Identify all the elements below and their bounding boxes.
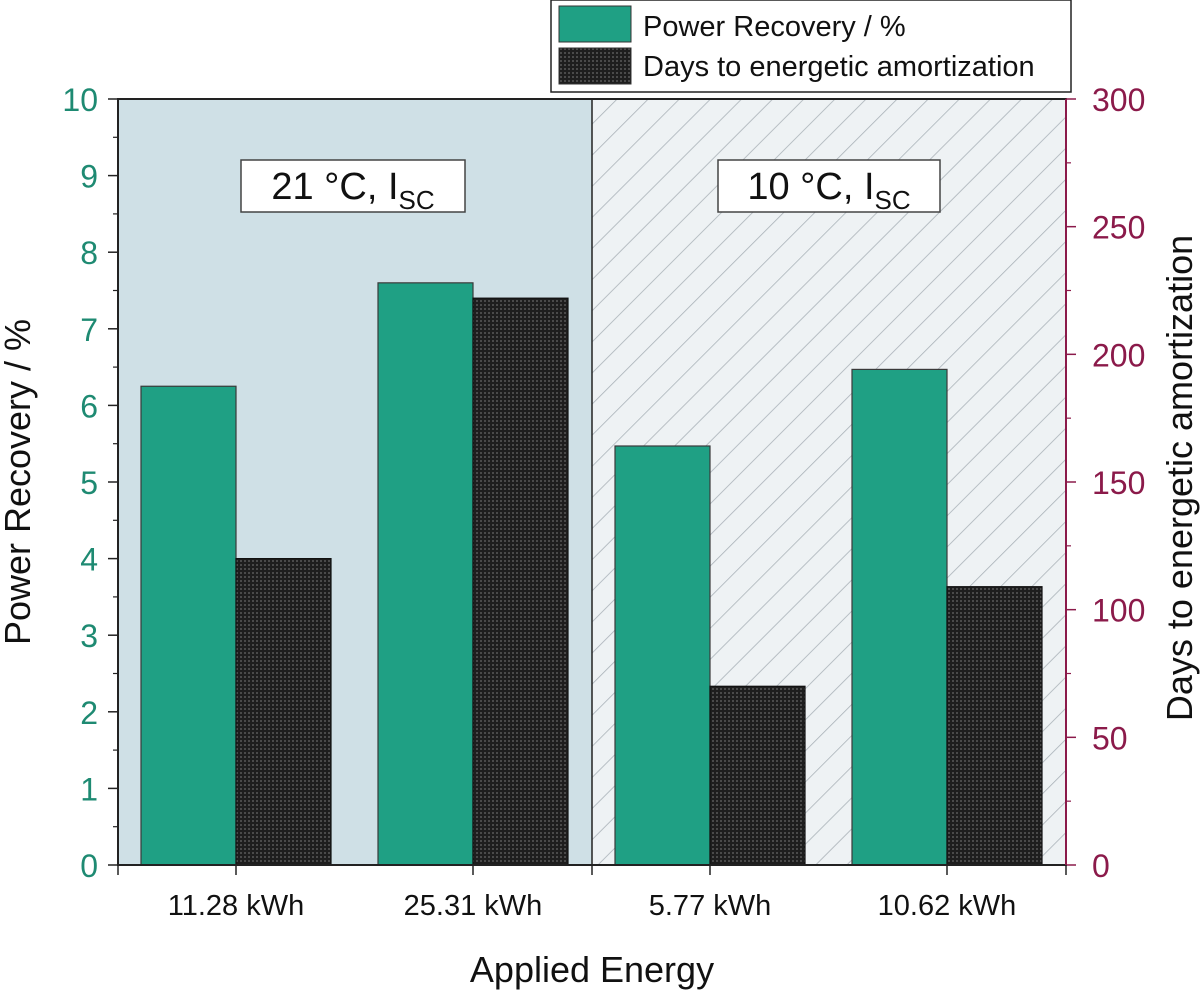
y-left-tick-label: 3 — [80, 618, 98, 654]
region-label-left-sub: SC — [399, 185, 435, 215]
x-tick-label: 5.77 kWh — [649, 890, 772, 922]
legend-swatch-power — [558, 5, 632, 43]
y-right-tick-label: 50 — [1092, 720, 1128, 756]
region-label-left: 21 °C, ISC — [240, 159, 466, 215]
y-left-tick-label: 6 — [80, 388, 98, 424]
region-label-right-sub: SC — [875, 185, 911, 215]
y-left-tick-label: 10 — [62, 82, 98, 118]
region-label-right: 10 °C, ISC — [717, 159, 941, 215]
region-label-right-main: 10 °C, I — [747, 166, 874, 208]
legend: Power Recovery / % Days to energetic amo… — [550, 0, 1072, 93]
y-right-tick-label: 150 — [1092, 465, 1145, 501]
y-axis-left-title: Power Recovery / % — [0, 319, 38, 645]
y-right-tick-label: 200 — [1092, 337, 1145, 373]
y-left-tick-label: 8 — [80, 235, 98, 271]
y-left-tick-label: 9 — [80, 159, 98, 195]
y-left-tick-label: 0 — [80, 848, 98, 884]
bar-power-recovery — [140, 385, 237, 866]
region-label-left-main: 21 °C, I — [271, 166, 398, 208]
y-left-tick-label: 1 — [80, 771, 98, 807]
y-right-tick-label: 100 — [1092, 593, 1145, 629]
y-axis-right-title: Days to energetic amortization — [1159, 235, 1200, 721]
bar-power-recovery — [377, 282, 474, 866]
y-left-tick-label: 2 — [80, 695, 98, 731]
legend-swatch-days — [558, 47, 632, 85]
bar-days-amortization — [472, 297, 569, 866]
y-right-tick-label: 300 — [1092, 82, 1145, 118]
y-left-tick-label: 5 — [80, 465, 98, 501]
legend-box — [550, 0, 1072, 93]
legend-label-power: Power Recovery / % — [643, 11, 906, 43]
y-right-tick-label: 250 — [1092, 210, 1145, 246]
bar-power-recovery — [851, 368, 948, 866]
y-left-tick-label: 7 — [80, 312, 98, 348]
bar-days-amortization — [235, 557, 332, 866]
x-tick-label: 10.62 kWh — [878, 890, 1017, 922]
x-tick-label: 11.28 kWh — [168, 890, 304, 922]
x-axis-title: Applied Energy — [470, 949, 714, 990]
legend-label-days: Days to energetic amortization — [643, 51, 1035, 83]
bar-days-amortization — [709, 685, 806, 866]
svg-text:21 °C, ISC: 21 °C, ISC — [271, 166, 434, 215]
svg-text:10 °C, ISC: 10 °C, ISC — [747, 166, 910, 215]
x-tick-label: 25.31 kWh — [404, 890, 543, 922]
y-left-tick-label: 4 — [80, 542, 98, 578]
bar-power-recovery — [614, 445, 711, 866]
y-right-tick-label: 0 — [1092, 848, 1110, 884]
bar-days-amortization — [946, 586, 1043, 866]
